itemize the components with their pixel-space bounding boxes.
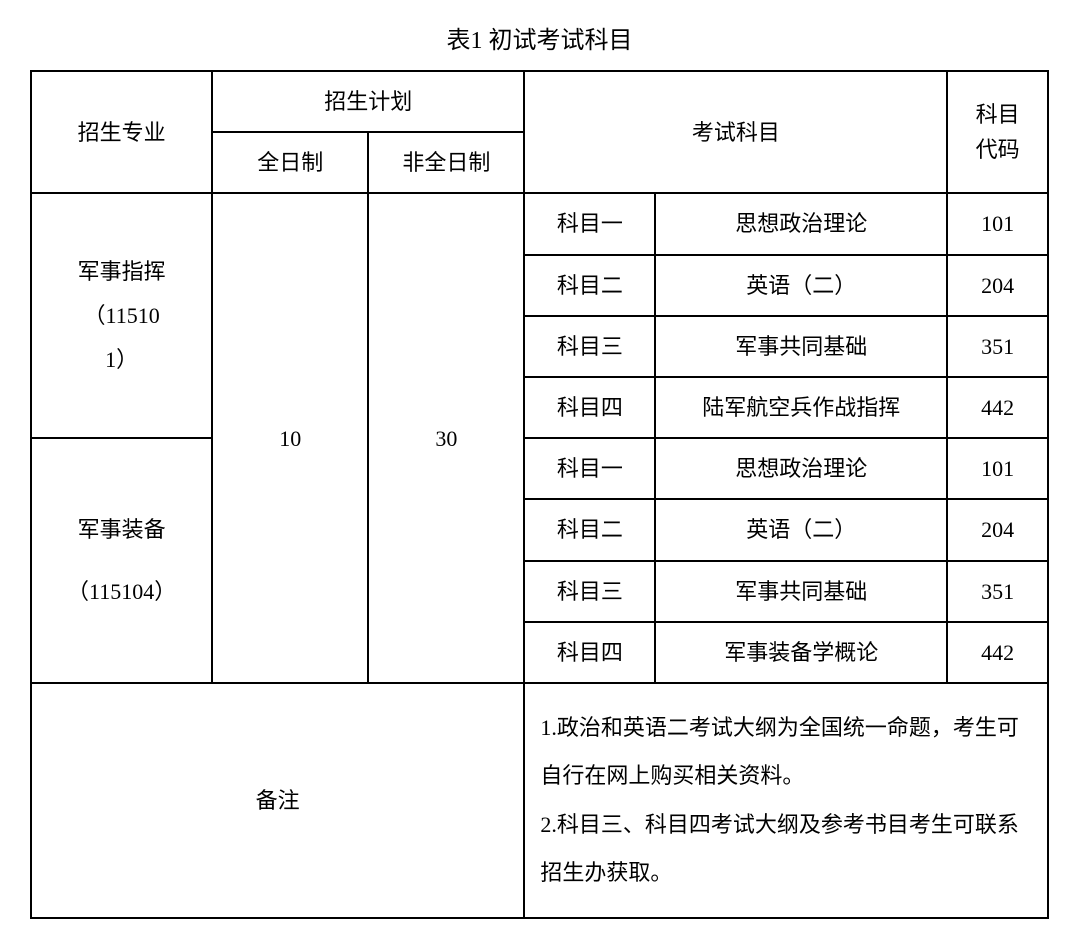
subject-num: 科目一	[524, 438, 655, 499]
data-row: 军事装备 （115104） 科目一 思想政治理论 101	[31, 438, 1048, 499]
subject-name: 英语（二）	[655, 499, 947, 560]
header-row-1: 招生专业 招生计划 考试科目 科目 代码	[31, 71, 1048, 132]
subject-name: 军事装备学概论	[655, 622, 947, 683]
major-1: 军事指挥 （11510 1）	[31, 193, 212, 438]
subject-name: 军事共同基础	[655, 316, 947, 377]
header-major: 招生专业	[31, 71, 212, 193]
exam-subjects-table: 招生专业 招生计划 考试科目 科目 代码 全日制 非全日制 军事指挥 （1151…	[30, 70, 1049, 919]
major-2: 军事装备 （115104）	[31, 438, 212, 683]
major-1-code-l2: 1）	[40, 338, 203, 382]
table-title: 表1 初试考试科目	[30, 20, 1049, 55]
subject-num: 科目三	[524, 316, 655, 377]
header-exam-subjects: 考试科目	[524, 71, 947, 193]
header-subject-code: 科目 代码	[947, 71, 1048, 193]
major-1-name: 军事指挥	[40, 250, 203, 294]
subject-code: 351	[947, 316, 1048, 377]
subject-code: 442	[947, 377, 1048, 438]
subject-num: 科目四	[524, 377, 655, 438]
remark-content: 1.政治和英语二考试大纲为全国统一命题，考生可自行在网上购买相关资料。 2.科目…	[524, 683, 1048, 919]
subject-code: 204	[947, 499, 1048, 560]
subject-code: 204	[947, 255, 1048, 316]
subject-num: 科目一	[524, 193, 655, 254]
subject-code: 351	[947, 561, 1048, 622]
subject-name: 陆军航空兵作战指挥	[655, 377, 947, 438]
subject-name: 军事共同基础	[655, 561, 947, 622]
subject-num: 科目二	[524, 499, 655, 560]
header-plan-part: 非全日制	[368, 132, 524, 193]
subject-num: 科目四	[524, 622, 655, 683]
remark-label: 备注	[31, 683, 524, 919]
data-row: 军事指挥 （11510 1） 10 30 科目一 思想政治理论 101	[31, 193, 1048, 254]
subject-code: 101	[947, 438, 1048, 499]
major-2-name: 军事装备	[40, 508, 203, 552]
subject-num: 科目二	[524, 255, 655, 316]
subject-name: 思想政治理论	[655, 193, 947, 254]
subject-name: 英语（二）	[655, 255, 947, 316]
remark-row: 备注 1.政治和英语二考试大纲为全国统一命题，考生可自行在网上购买相关资料。 2…	[31, 683, 1048, 919]
subject-name: 思想政治理论	[655, 438, 947, 499]
spacer	[40, 552, 203, 570]
subject-num: 科目三	[524, 561, 655, 622]
major-1-code-l1: （11510	[40, 294, 203, 338]
subject-code: 101	[947, 193, 1048, 254]
plan-part-value: 30	[368, 193, 524, 683]
header-plan: 招生计划	[212, 71, 524, 132]
plan-full-value: 10	[212, 193, 368, 683]
header-plan-full: 全日制	[212, 132, 368, 193]
subject-code: 442	[947, 622, 1048, 683]
major-2-code: （115104）	[40, 570, 203, 614]
